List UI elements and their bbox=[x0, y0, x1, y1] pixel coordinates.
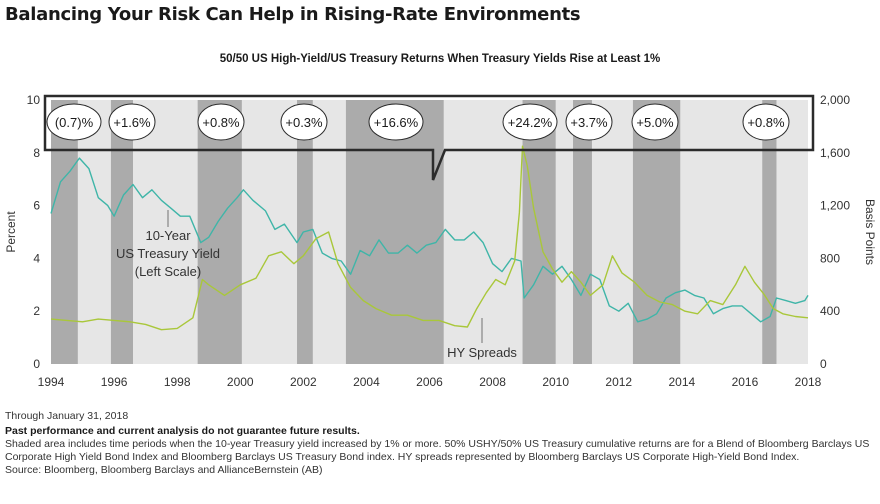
x-tick-label: 2002 bbox=[290, 375, 317, 389]
y2-tick-label: 800 bbox=[820, 251, 840, 265]
shaded-period bbox=[573, 100, 592, 364]
y2-tick-label: 0 bbox=[820, 357, 827, 371]
return-label: +0.3% bbox=[285, 115, 323, 130]
return-label: +24.2% bbox=[508, 115, 553, 130]
footnotes: Through January 31, 2018 Past performanc… bbox=[5, 410, 873, 477]
return-bubble bbox=[742, 103, 790, 141]
source: Source: Bloomberg, Bloomberg Barclays an… bbox=[5, 464, 323, 476]
return-bubble bbox=[502, 103, 558, 141]
y-tick-label: 10 bbox=[27, 93, 41, 107]
y-tick-label: 6 bbox=[33, 199, 40, 213]
return-bubble bbox=[631, 103, 679, 141]
x-tick-label: 1996 bbox=[101, 375, 128, 389]
x-tick-label: 2004 bbox=[353, 375, 380, 389]
hy-spreads-annotation: HY Spreads bbox=[447, 345, 517, 360]
x-tick-label: 1994 bbox=[38, 375, 65, 389]
x-tick-label: 2012 bbox=[605, 375, 632, 389]
return-bubble bbox=[280, 103, 328, 141]
return-bubble bbox=[197, 103, 245, 141]
x-tick-label: 2010 bbox=[542, 375, 569, 389]
disclaimer: Past performance and current analysis do… bbox=[5, 425, 360, 437]
return-label: +1.6% bbox=[113, 115, 151, 130]
return-label: +5.0% bbox=[636, 115, 674, 130]
x-tick-label: 2014 bbox=[668, 375, 695, 389]
return-label: +16.6% bbox=[374, 115, 419, 130]
return-bubble bbox=[46, 103, 102, 141]
chart-subtitle: 50/50 US High-Yield/US Treasury Returns … bbox=[219, 53, 661, 65]
y2-tick-label: 2,000 bbox=[820, 93, 850, 107]
return-bubble bbox=[565, 103, 613, 141]
return-label: +0.8% bbox=[747, 115, 785, 130]
treasury-annotation-line2: US Treasury Yield bbox=[116, 246, 220, 261]
treasury-yield-line bbox=[50, 157, 809, 323]
y2-tick-label: 1,200 bbox=[820, 199, 850, 213]
y-tick-label: 8 bbox=[33, 146, 40, 160]
treasury-annotation-line3: (Left Scale) bbox=[135, 264, 201, 279]
shaded-period bbox=[632, 100, 681, 364]
y2-axis-title: Basis Points bbox=[863, 199, 877, 265]
x-tick-label: 2000 bbox=[227, 375, 254, 389]
treasury-annotation-line1: 10-Year bbox=[145, 228, 191, 243]
y-tick-label: 0 bbox=[33, 357, 40, 371]
hy-spreads-line bbox=[50, 145, 809, 331]
y-tick-label: 4 bbox=[33, 251, 40, 265]
x-tick-label: 2018 bbox=[795, 375, 822, 389]
shaded-period bbox=[197, 100, 242, 364]
x-tick-label: 2016 bbox=[732, 375, 759, 389]
chart: (0.7)% +1.6% +0.8% +0.3% +16.6% +24.2% +3.7% +5… bbox=[4, 93, 877, 389]
return-label: +0.8% bbox=[202, 115, 240, 130]
shaded-period bbox=[110, 100, 134, 364]
y2-tick-label: 400 bbox=[820, 304, 840, 318]
y2-tick-label: 1,600 bbox=[820, 146, 850, 160]
x-tick-label: 1998 bbox=[164, 375, 191, 389]
y-tick-label: 2 bbox=[33, 304, 40, 318]
return-label: +3.7% bbox=[570, 115, 608, 130]
y-axis-title: Percent bbox=[4, 211, 18, 253]
page-title: Balancing Your Risk Can Help in Rising-R… bbox=[5, 4, 581, 25]
callout-box bbox=[43, 94, 815, 181]
x-tick-label: 2006 bbox=[416, 375, 443, 389]
description: Shaded area includes time periods when t… bbox=[5, 438, 870, 463]
return-bubble bbox=[368, 103, 424, 141]
as-of-date: Through January 31, 2018 bbox=[5, 410, 129, 422]
x-tick-label: 2008 bbox=[479, 375, 506, 389]
return-bubble bbox=[108, 103, 156, 141]
return-label: (0.7)% bbox=[55, 115, 94, 130]
